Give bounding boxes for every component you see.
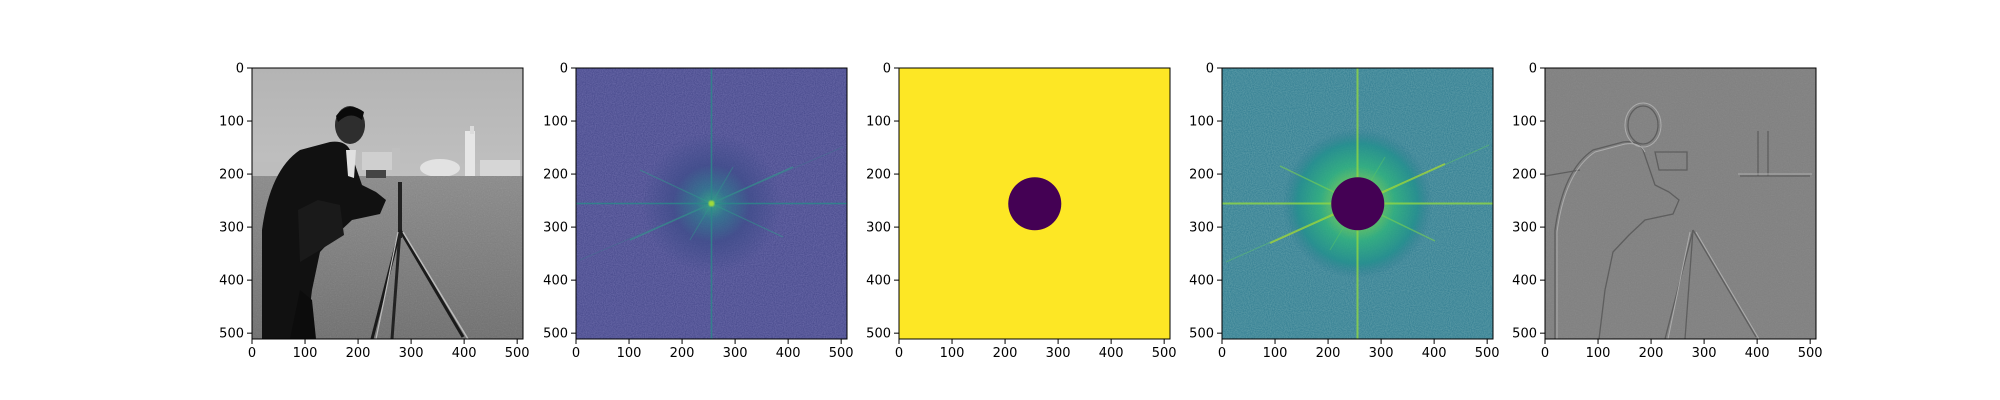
y-tick-label: 400 [866,274,891,289]
y-tick-label: 400 [543,274,568,289]
panel-2-axes: 0 100 200 300 400 500 0 100 200 300 400 500 [543,62,853,362]
x-tick-label: 0 [248,346,256,361]
y-tick-label: 0 [560,62,568,77]
x-tick-label: 200 [1316,346,1341,361]
y-tick-label: 300 [543,221,568,236]
x-tick-label: 400 [1422,346,1447,361]
x-tick-label: 500 [1798,346,1823,361]
panel-4-masked-spectrum [1221,67,1494,340]
y-tick-label: 500 [1512,327,1537,342]
y-tick-label: 500 [543,327,568,342]
y-tick-label: 0 [1529,62,1537,77]
panel-3-mask [898,67,1171,340]
x-tick-label: 100 [940,346,965,361]
x-tick-label: 400 [1099,346,1124,361]
x-tick-label: 200 [1639,346,1664,361]
x-tick-label: 300 [399,346,424,361]
x-tick-label: 0 [1218,346,1226,361]
y-tick-label: 300 [1512,221,1537,236]
panel-4-image [1222,68,1493,339]
panel-1-frame [251,67,524,340]
panel-5-image [1545,68,1816,339]
x-tick-label: 0 [572,346,580,361]
panel-4-frame [1221,67,1494,340]
y-tick-label: 500 [1189,327,1214,342]
panel-4-axes: 0 100 200 300 400 500 0 100 200 300 400 500 [1189,62,1499,362]
y-tick-label: 0 [236,62,244,77]
panel-3-image [899,68,1170,339]
y-tick-label: 300 [1189,221,1214,236]
panel-5-axes: 0 100 200 300 400 500 0 100 200 300 400 500 [1512,62,1822,362]
panel-3-frame [898,67,1171,340]
y-tick-label: 400 [219,274,244,289]
y-tick-label: 200 [1189,168,1214,183]
y-tick-label: 100 [1189,115,1214,130]
x-tick-label: 400 [452,346,477,361]
y-tick-label: 400 [1189,274,1214,289]
panel-1-image [252,68,523,339]
mask-disc [1008,177,1062,231]
y-tick-label: 100 [1512,115,1537,130]
panel-3-axes: 0 100 200 300 400 500 0 100 200 300 400 500 [866,62,1176,362]
x-tick-label: 200 [993,346,1018,361]
y-tick-label: 200 [219,168,244,183]
masked-disc [1331,177,1385,231]
x-tick-label: 500 [505,346,530,361]
axes-ticks: 0 100 200 300 400 500 0 100 200 300 400 500 0 100 200 3… [219,62,1822,362]
x-tick-label: 100 [1586,346,1611,361]
panel-1-original-image [251,67,524,340]
x-tick-label: 100 [293,346,318,361]
x-tick-label: 100 [1263,346,1288,361]
x-tick-label: 300 [1692,346,1717,361]
x-tick-label: 500 [1152,346,1177,361]
y-tick-label: 500 [866,327,891,342]
panel-5-filtered-image [1544,67,1817,340]
x-tick-label: 300 [723,346,748,361]
y-tick-label: 0 [883,62,891,77]
x-tick-label: 400 [776,346,801,361]
y-tick-label: 200 [1512,168,1537,183]
y-tick-label: 100 [866,115,891,130]
x-tick-label: 400 [1745,346,1770,361]
x-tick-label: 200 [346,346,371,361]
y-tick-label: 0 [1206,62,1214,77]
x-tick-label: 0 [895,346,903,361]
panel-2-frame [575,67,848,340]
y-tick-label: 100 [219,115,244,130]
y-tick-label: 200 [543,168,568,183]
panel-2-image [576,68,847,339]
y-tick-label: 400 [1512,274,1537,289]
x-tick-label: 200 [670,346,695,361]
x-tick-label: 300 [1369,346,1394,361]
x-tick-label: 500 [829,346,854,361]
y-tick-label: 300 [866,221,891,236]
panel-5-frame [1544,67,1817,340]
x-tick-label: 100 [617,346,642,361]
panel-2-spectrum [575,67,848,340]
y-tick-label: 300 [219,221,244,236]
y-tick-label: 200 [866,168,891,183]
x-tick-label: 0 [1541,346,1549,361]
x-tick-label: 500 [1475,346,1500,361]
x-tick-label: 300 [1046,346,1071,361]
y-tick-label: 100 [543,115,568,130]
panel-1-axes: 0 100 200 300 400 500 0 100 200 300 400 500 [219,62,529,362]
y-tick-label: 500 [219,327,244,342]
